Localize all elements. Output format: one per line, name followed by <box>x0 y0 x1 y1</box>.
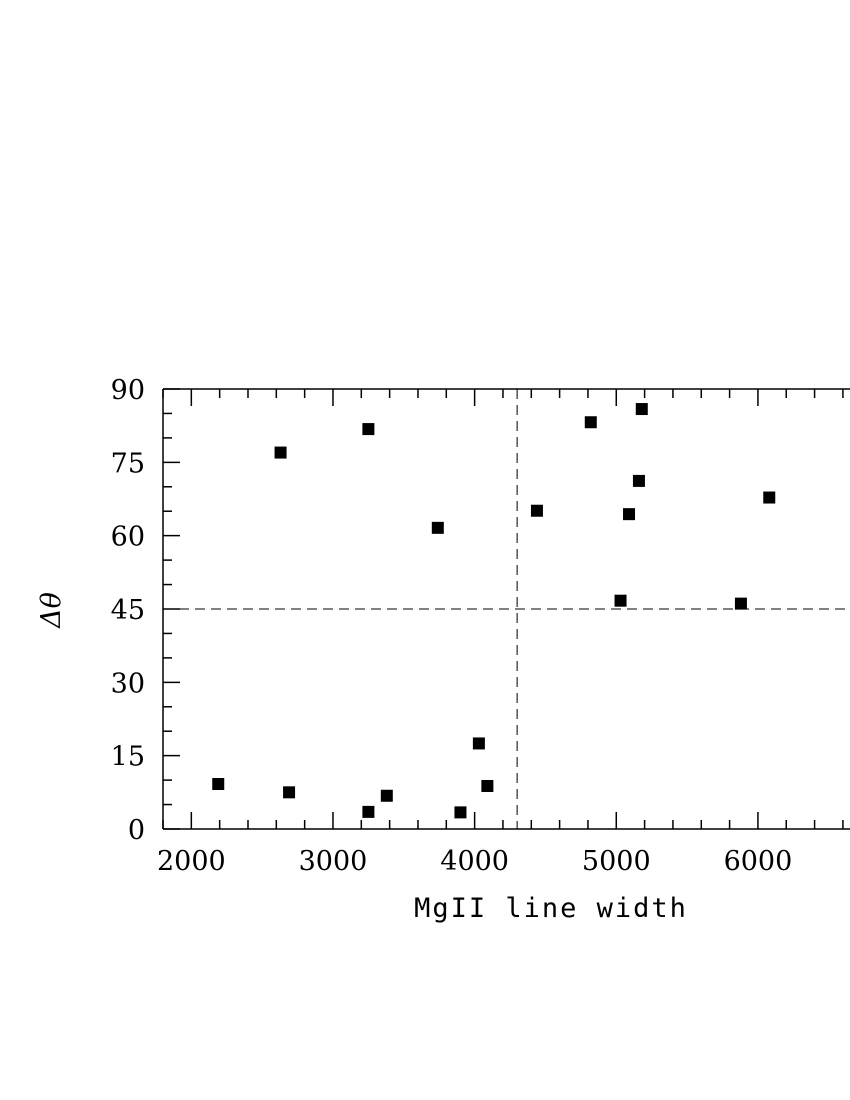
data-point <box>763 491 776 504</box>
x-tick-label: 3000 <box>299 846 368 877</box>
data-point <box>380 789 393 802</box>
y-tick-label: 75 <box>111 448 145 479</box>
x-tick-label: 4000 <box>440 846 509 877</box>
y-tick-label: 45 <box>111 595 145 626</box>
y-axis-title: Δθ <box>36 592 67 629</box>
data-point <box>362 423 375 436</box>
data-point <box>614 594 627 607</box>
y-tick-label: 30 <box>111 668 145 699</box>
x-tick-label: 6000 <box>724 846 793 877</box>
data-point <box>431 521 444 534</box>
x-axis-title: MgII line width <box>414 893 688 924</box>
data-point <box>530 504 543 517</box>
y-tick-label: 90 <box>111 375 145 406</box>
y-tick-label: 60 <box>111 522 145 553</box>
data-point <box>283 786 296 799</box>
x-tick-label: 5000 <box>582 846 651 877</box>
data-point <box>635 403 648 416</box>
data-point <box>481 779 494 792</box>
y-tick-label: 15 <box>111 742 145 773</box>
data-point <box>584 416 597 429</box>
y-tick-label: 0 <box>128 815 145 846</box>
data-point <box>472 737 485 750</box>
data-point <box>454 806 467 819</box>
x-tick-label: 2000 <box>157 846 226 877</box>
data-point <box>632 474 645 487</box>
data-points <box>212 403 776 819</box>
data-point <box>212 778 225 791</box>
data-point <box>734 597 747 610</box>
reference-lines <box>163 389 850 829</box>
y-axis-ticks: 0 15 30 45 60 75 90 <box>111 375 180 846</box>
data-point <box>274 446 287 459</box>
x-axis-ticks: 2000 3000 4000 5000 6000 <box>157 389 844 877</box>
data-point <box>362 805 375 818</box>
data-point <box>623 508 636 521</box>
